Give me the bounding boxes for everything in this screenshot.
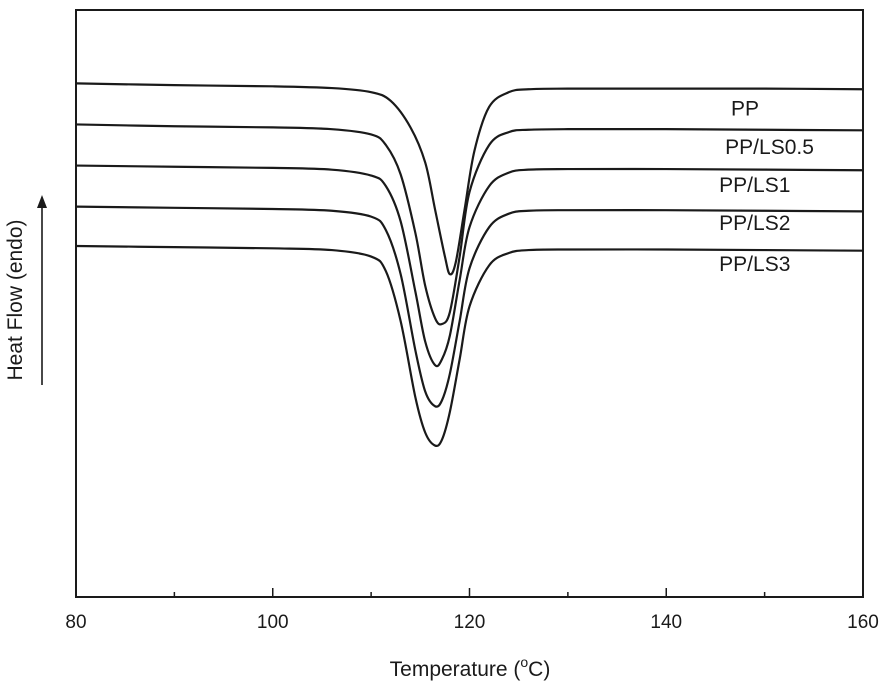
series-labels: PP PP/LS0.5 PP/LS1 PP/LS2 PP/LS3	[719, 98, 814, 277]
series-label: PP/LS3	[719, 253, 790, 276]
x-tick-label: 140	[650, 612, 682, 633]
series-label: PP/LS2	[719, 212, 790, 235]
x-axis-title: Temperature (oC)	[390, 654, 551, 681]
series-curves	[75, 82, 864, 448]
y-axis-arrow	[37, 195, 47, 385]
series-line	[75, 164, 864, 368]
series-line	[75, 205, 864, 408]
x-tick-label: 120	[454, 612, 486, 633]
series-line	[75, 82, 864, 276]
x-tick-label: 80	[65, 612, 86, 633]
x-axis-tick-labels: 80 100 120 140 160	[65, 612, 878, 633]
x-axis-title-superscript: o	[520, 654, 528, 670]
x-tick-label: 160	[847, 612, 879, 633]
x-axis-ticks	[75, 588, 864, 597]
series-line	[75, 123, 864, 326]
x-tick-label: 100	[257, 612, 289, 633]
series-line	[75, 244, 864, 448]
y-axis-title: Heat Flow (endo)	[4, 219, 27, 380]
series-label: PP/LS1	[719, 174, 790, 197]
series-label: PP	[731, 98, 759, 121]
series-label: PP/LS0.5	[725, 136, 814, 159]
